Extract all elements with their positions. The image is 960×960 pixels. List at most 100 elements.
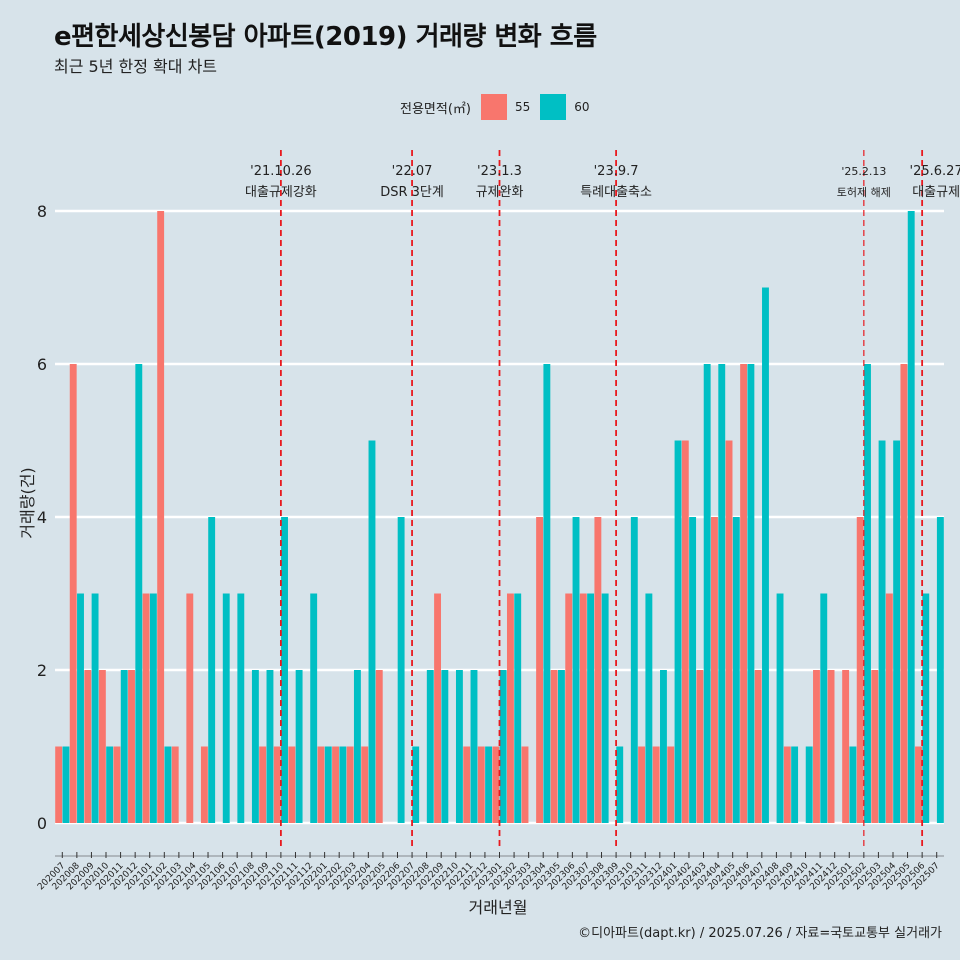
bar-60-202311 [645,593,653,823]
bar-60-202312 [660,670,667,823]
chart-subtitle: 최근 5년 한정 확대 차트 [54,57,218,76]
bar-60-202405 [732,517,740,823]
event-date-202502: '25.2.13 [841,165,886,178]
bar-55-202406 [740,364,748,823]
bars [55,211,944,823]
bar-60-202101 [149,593,157,823]
legend-title: 전용면적(㎡) [400,101,471,117]
bar-60-202204 [368,440,376,823]
bar-55-202405 [725,440,733,823]
y-tick-label: 2 [37,661,47,680]
bar-60-202302 [514,593,522,823]
bar-60-202206 [397,517,405,823]
bar-55-202502 [856,517,864,823]
bar-55-202303 [521,746,529,823]
bar-60-202502 [864,364,871,823]
bar-55-202506 [915,746,922,823]
bar-60-202406 [747,364,755,823]
bar-55-202009 [84,670,92,823]
bar-55-202304 [536,517,544,823]
bar-55-202111 [288,746,296,823]
bar-60-202212 [485,746,493,823]
bar-55-202401 [667,746,675,823]
bar-55-202105 [200,746,208,823]
bar-60-202411 [820,593,828,823]
bar-55-202503 [871,670,879,823]
bar-55-202102 [157,211,165,823]
bar-60-202207 [412,746,420,823]
bar-60-202401 [674,440,682,823]
bar-60-202111 [295,670,303,823]
bar-60-202210 [455,670,463,823]
bar-60-202203 [353,670,361,823]
bar-60-202408 [776,593,784,823]
event-label-202506: 대출규제 [912,185,960,200]
bar-55-202306 [565,593,573,823]
event-label-202207: DSR 3단계 [380,185,444,200]
bar-55-202302 [506,593,514,823]
bar-60-202108 [251,670,259,823]
bar-60-202301 [499,670,507,823]
bar-55-202109 [259,746,267,823]
event-date-202110: '21.10.26 [250,164,311,179]
legend-label-60: 60 [574,100,590,114]
bar-60-202009 [91,593,99,823]
bar-60-202106 [222,593,230,823]
legend-label-55: 55 [514,100,531,114]
bar-60-202407 [762,287,769,823]
bar-60-202107 [237,593,245,823]
bar-55-202110 [273,746,281,823]
bar-60-202307 [587,593,595,823]
source-caption: ©디아파트(dapt.kr) / 2025.07.26 / 자료=국토교통부 실… [578,926,942,941]
legend-key-60 [540,94,567,120]
bar-55-202407 [754,670,762,823]
bar-55-202101 [142,593,150,823]
event-lines: '21.10.26 대출규제강화 '22.07 DSR 3단계 '23.1.3 규제완화 '… [245,150,960,848]
bar-55-202501 [842,670,850,823]
x-axis: 2020072020082020092020102020112020122021… [36,852,944,892]
bar-60-202105 [208,517,216,823]
y-tick-label: 6 [37,355,47,374]
bar-55-202205 [375,670,383,823]
legend-key-55 [480,94,507,120]
bar-55-202010 [98,670,106,823]
bar-55-202007 [55,746,63,823]
bar-60-202109 [266,670,274,823]
bar-60-202305 [557,670,565,823]
bar-55-202411 [813,670,820,823]
bar-60-202007 [62,746,70,823]
y-tick-label: 8 [37,202,47,221]
bar-60-202308 [601,593,609,823]
bar-55-202409 [783,746,791,823]
bar-60-202102 [164,746,172,823]
bar-60-202209 [441,670,449,823]
bar-60-202306 [572,517,580,823]
bar-55-202505 [900,364,908,823]
bar-55-202104 [186,593,194,823]
y-axis-title: 거래량(건) [18,467,37,538]
bar-55-202211 [463,746,471,823]
bar-55-202204 [361,746,369,823]
bar-55-202412 [827,670,835,823]
bar-55-202404 [711,517,718,823]
event-label-202502: 토허제 해제 [837,185,891,199]
y-tick-label: 4 [37,508,47,527]
bar-55-202403 [696,670,704,823]
bar-60-202008 [77,593,84,823]
bar-60-202011 [120,670,128,823]
bar-60-202309 [616,746,624,823]
bar-60-202304 [543,364,551,823]
bar-60-202112 [310,593,318,823]
event-label-202301: 규제완화 [476,185,524,200]
bar-55-202011 [113,746,121,823]
bar-55-202307 [579,593,587,823]
bar-55-202504 [885,593,893,823]
bar-60-202201 [324,746,332,823]
y-tick-label: 0 [37,814,47,833]
bar-55-202311 [638,746,646,823]
bar-55-202008 [69,364,77,823]
bar-60-202208 [426,670,434,823]
event-date-202506: '25.6.27 [910,164,960,179]
bar-55-202312 [652,746,660,823]
